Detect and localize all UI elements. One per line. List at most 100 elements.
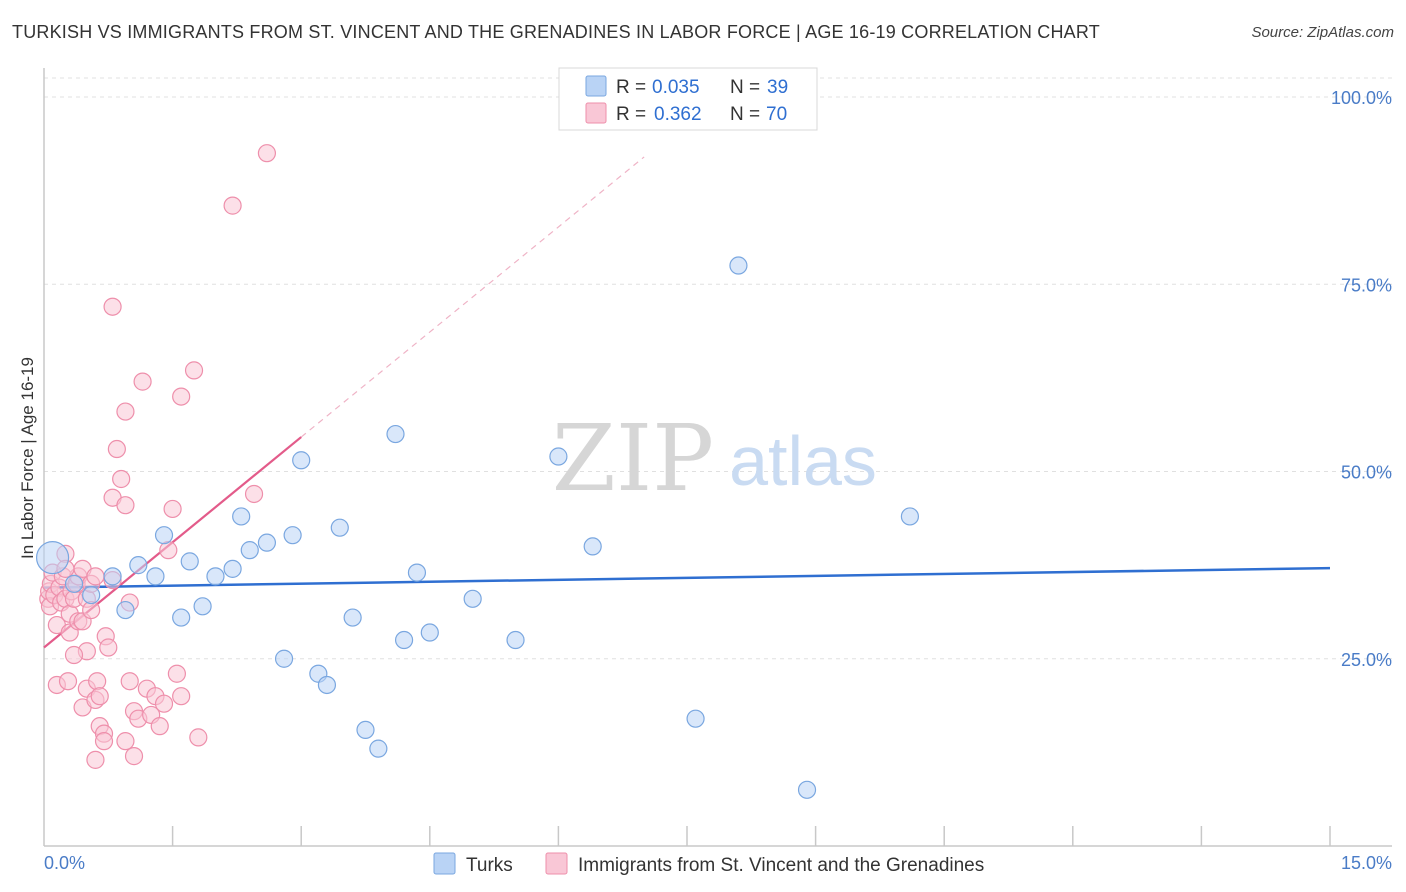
y-axis-title: In Labor Force | Age 16-19 — [18, 357, 37, 559]
trend-line-turks — [43, 566, 1331, 589]
point-turks-5 — [129, 556, 148, 575]
point-turks-10 — [193, 597, 212, 616]
point-turks-20 — [317, 675, 337, 695]
point-immigrants-44 — [116, 402, 135, 421]
point-turks-28 — [420, 623, 439, 642]
grid-lines — [44, 77, 1392, 660]
y-tick-label-25: 25.0% — [1341, 650, 1392, 670]
series-immigrants-points — [39, 144, 277, 769]
point-immigrants-64 — [223, 196, 242, 215]
point-turks-31 — [549, 447, 568, 466]
point-turks-25 — [386, 424, 405, 444]
point-turks-12 — [223, 559, 242, 578]
point-turks-14 — [240, 541, 259, 560]
point-immigrants-67 — [124, 747, 144, 766]
point-turks-4 — [116, 600, 135, 620]
legend-n-label-turks: N = — [730, 77, 760, 98]
point-immigrants-69 — [64, 645, 84, 665]
point-immigrants-29 — [86, 567, 105, 586]
point-turks-34 — [729, 256, 748, 275]
point-turks-17 — [283, 526, 302, 545]
point-turks-22 — [343, 608, 362, 627]
point-turks-7 — [154, 526, 174, 545]
point-turks-9 — [180, 552, 199, 571]
trend-line-immigrants-extension — [300, 156, 645, 438]
point-immigrants-46 — [116, 496, 135, 515]
point-immigrants-58 — [163, 499, 182, 519]
point-immigrants-65 — [244, 484, 264, 504]
point-turks-26 — [394, 630, 414, 650]
point-immigrants-51 — [133, 372, 152, 391]
point-immigrants-36 — [94, 732, 114, 751]
bottom-legend-swatch-immigrants — [545, 852, 568, 875]
point-immigrants-31 — [86, 750, 105, 769]
series-turks-points — [35, 256, 920, 799]
point-turks-24 — [369, 739, 388, 758]
legend-n-value-immigrants: 70 — [766, 104, 787, 125]
point-turks-0 — [35, 541, 70, 575]
point-turks-18 — [292, 451, 311, 470]
point-turks-29 — [463, 589, 482, 608]
legend-r-label-immigrants: R = — [616, 104, 646, 125]
point-turks-15 — [257, 533, 277, 552]
point-turks-3 — [103, 567, 122, 586]
point-immigrants-59 — [167, 664, 186, 683]
point-turks-1 — [64, 574, 84, 593]
point-immigrants-55 — [150, 717, 169, 736]
point-immigrants-56 — [154, 694, 174, 713]
point-turks-35 — [797, 780, 817, 799]
bottom-legend-label-immigrants: Immigrants from St. Vincent and the Gren… — [578, 855, 984, 876]
x-tick-label-min: 0.0% — [44, 853, 85, 873]
legend-swatch-turks — [585, 75, 607, 97]
legend-r-label-turks: R = — [616, 77, 646, 98]
chart-title: TURKISH VS IMMIGRANTS FROM ST. VINCENT A… — [12, 22, 1100, 42]
legend-r-value-turks: 0.035 — [652, 77, 700, 98]
point-immigrants-34 — [90, 687, 109, 706]
watermark-zip: ZIP — [552, 405, 714, 512]
point-immigrants-57 — [159, 541, 178, 560]
point-immigrants-13 — [58, 672, 78, 691]
stats-legend: R = 0.035 N = 39 R = 0.362 N = 70 — [558, 67, 818, 131]
legend-swatch-immigrants — [585, 102, 607, 124]
point-immigrants-60 — [172, 387, 191, 406]
y-tick-label-100: 100.0% — [1331, 88, 1392, 108]
point-turks-6 — [146, 567, 165, 586]
point-turks-32 — [583, 537, 602, 556]
legend-r-value-immigrants: 0.362 — [654, 104, 702, 125]
point-turks-23 — [356, 720, 375, 740]
y-tick-labels: 25.0% 50.0% 75.0% 100.0% — [1331, 88, 1392, 670]
bottom-legend-swatch-turks — [433, 852, 456, 875]
point-turks-21 — [330, 518, 349, 537]
y-tick-label-50: 50.0% — [1341, 463, 1392, 483]
point-turks-30 — [506, 630, 525, 650]
bottom-legend-label-turks: Turks — [466, 855, 513, 876]
point-immigrants-43 — [112, 469, 131, 489]
point-immigrants-62 — [184, 361, 204, 380]
legend-n-label-immigrants: N = — [730, 104, 760, 125]
x-tick-label-max: 15.0% — [1341, 853, 1392, 873]
point-immigrants-42 — [107, 439, 126, 459]
point-turks-11 — [206, 567, 225, 586]
point-turks-27 — [407, 563, 427, 582]
point-turks-8 — [172, 608, 191, 627]
point-turks-33 — [686, 709, 705, 728]
point-turks-36 — [900, 507, 920, 526]
point-immigrants-38 — [99, 638, 118, 657]
point-turks-13 — [232, 507, 251, 526]
point-immigrants-61 — [172, 687, 191, 706]
point-immigrants-32 — [88, 672, 107, 691]
point-turks-2 — [82, 585, 101, 605]
point-immigrants-66 — [257, 144, 277, 163]
series-legend: Turks Immigrants from St. Vincent and th… — [433, 852, 984, 876]
x-ticks — [171, 826, 1331, 846]
point-immigrants-45 — [116, 732, 135, 751]
watermark-atlas: atlas — [729, 422, 877, 500]
point-turks-16 — [274, 649, 294, 668]
point-immigrants-48 — [120, 672, 139, 691]
point-immigrants-41 — [103, 297, 122, 316]
point-immigrants-63 — [189, 728, 208, 747]
source-label: Source: ZipAtlas.com — [1251, 24, 1394, 41]
legend-n-value-turks: 39 — [767, 77, 788, 98]
y-tick-label-75: 75.0% — [1341, 275, 1392, 295]
